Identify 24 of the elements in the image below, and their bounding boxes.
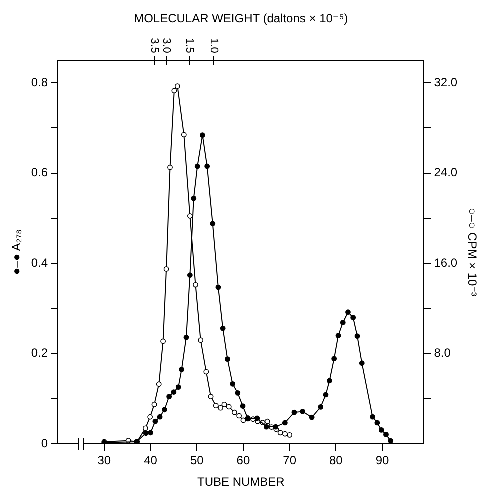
- x-tick-label: 90: [376, 454, 390, 468]
- y-tick-label: 0.6: [31, 166, 48, 180]
- y2-tick-label: 24.0: [434, 166, 458, 180]
- y-tick-label: 0.2: [31, 346, 48, 360]
- x-tick-label: 60: [236, 454, 250, 468]
- annotation: 3.0: [160, 38, 173, 54]
- x-tick-label: 50: [190, 454, 204, 468]
- y2-axis-title: ○–○ CPM × 10⁻³: [465, 208, 480, 297]
- x-tick-label: 70: [283, 454, 297, 468]
- y-tick-label: 0.8: [31, 75, 48, 90]
- x-axis-title: TUBE NUMBER: [197, 475, 286, 490]
- annotation: 3.5: [148, 38, 160, 54]
- y2-tick-label: 8.0: [434, 346, 452, 360]
- annotation: 1.5: [184, 38, 196, 54]
- x2-axis-title: MOLECULAR WEIGHT (daltons × 10⁻⁵): [134, 12, 348, 26]
- y-axis-title: ●–● A₂₇₈: [10, 229, 24, 276]
- y2-tick-label: 16.0: [434, 256, 458, 270]
- x-tick-label: 30: [98, 454, 112, 468]
- y2-tick-label: 32.0: [434, 75, 458, 90]
- y-tick-label: 0: [41, 436, 48, 451]
- x-tick-label: 40: [144, 454, 158, 468]
- annotation: 1.0: [208, 38, 220, 54]
- y-tick-label: 0.4: [31, 256, 48, 270]
- x-tick-label: 80: [330, 454, 344, 468]
